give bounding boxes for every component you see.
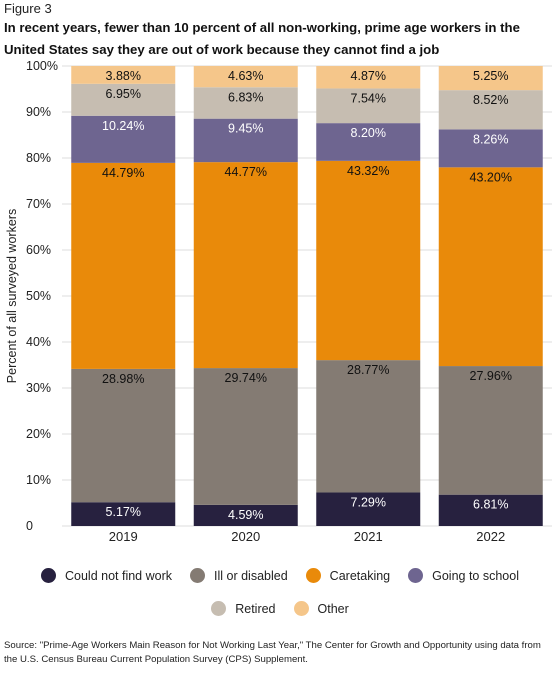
legend-label: Retired [235,601,276,616]
data-label: 28.98% [102,372,144,386]
source-note: Source: "Prime-Age Workers Main Reason f… [4,640,541,665]
data-label: 7.54% [351,91,386,105]
data-label: 6.81% [473,498,508,512]
data-label: 4.59% [228,508,263,522]
stacked-bar-chart: 0 10% 20% 30% 40% 50% 60% 70% 80% 90% 100% Percent … [5,59,552,544]
data-label: 3.88% [106,69,141,83]
legend-swatch [41,568,56,583]
bar-segment [316,492,421,526]
data-label: 27.96% [470,369,512,383]
legend-label: Ill or disabled [214,568,288,583]
bar-segment [193,118,298,163]
legend-item: Ill or disabled [190,568,288,583]
bar-segment [316,66,421,89]
data-label: 8.52% [473,93,508,107]
y-tick-label: 100% [26,59,58,73]
x-tick-label: 2020 [231,529,260,544]
y-tick-label: 40% [26,335,51,349]
bar-segment [193,162,298,369]
x-tick-label: 2022 [476,529,505,544]
bar-segment [438,494,543,526]
y-tick-label: 30% [26,381,51,395]
bar-segment [438,129,543,168]
legend-label: Caretaking [329,568,391,583]
bar-segment [438,366,543,495]
legend-swatch [305,568,321,583]
y-tick-label: 90% [26,105,51,119]
legend-item: Other [293,601,349,616]
bar-segment [316,160,421,361]
bar-segment [438,167,543,367]
bar-segment [193,504,298,526]
data-label: 9.45% [228,122,263,136]
y-tick-label: 10% [26,473,51,487]
bar-segment [71,502,176,526]
bar-segment [193,65,298,88]
data-label: 44.77% [225,165,267,179]
data-label: 6.83% [228,90,263,104]
data-label: 43.32% [347,164,389,178]
data-label: 4.63% [228,69,263,83]
data-label: 44.79% [102,166,144,180]
data-label: 28.77% [347,363,389,377]
bar-segment [316,123,421,161]
data-label: 5.17% [106,505,141,519]
x-tick-label: 2019 [109,529,138,544]
y-tick-label: 0 [26,519,33,533]
legend-row-1: Could not find work Ill or disabled Careta… [0,568,560,583]
data-label: 5.25% [473,69,508,83]
bar-segment [193,87,298,119]
legend-label: Going to school [432,568,519,583]
data-label: 8.20% [351,126,386,140]
data-label: 6.95% [106,87,141,101]
bar-segment [71,83,176,116]
data-label: 8.26% [473,132,508,146]
bar-segment [316,360,421,493]
bar-segment [438,90,543,130]
y-tick-label: 20% [26,427,51,441]
legend-label: Other [317,601,349,616]
bar-segment [71,368,176,503]
data-label: 7.29% [351,495,386,509]
bar-segment [71,115,176,163]
figure-label: Figure 3 [4,1,52,16]
data-label: 43.20% [470,170,512,184]
y-tick-label: 80% [26,151,51,165]
legend-item: Going to school [408,568,519,583]
y-tick-label: 60% [26,243,51,257]
legend-item: Caretaking [305,568,391,583]
y-axis-label: Percent of all surveyed workers [5,209,19,383]
data-label: 10.24% [102,119,144,133]
y-tick-label: 50% [26,289,51,303]
bar-segment [438,66,543,91]
y-tick-label: 70% [26,197,51,211]
chart-title: In recent years, fewer than 10 percent o… [4,20,520,57]
legend-item: Retired [211,601,276,616]
bar-segment [71,65,176,84]
legend-swatch [190,568,206,583]
legend-swatch [293,601,309,616]
bar-segment [316,88,421,124]
data-label: 29.74% [225,371,267,385]
legend-row-2: Retired Other [0,601,560,616]
legend-item: Could not find work [41,568,172,583]
x-tick-label: 2021 [354,529,383,544]
legend-swatch [211,601,227,616]
bar-segment [71,162,176,369]
legend-label: Could not find work [65,568,173,583]
bar-segment [193,368,298,505]
data-label: 4.87% [351,69,386,83]
legend-swatch [408,568,424,583]
